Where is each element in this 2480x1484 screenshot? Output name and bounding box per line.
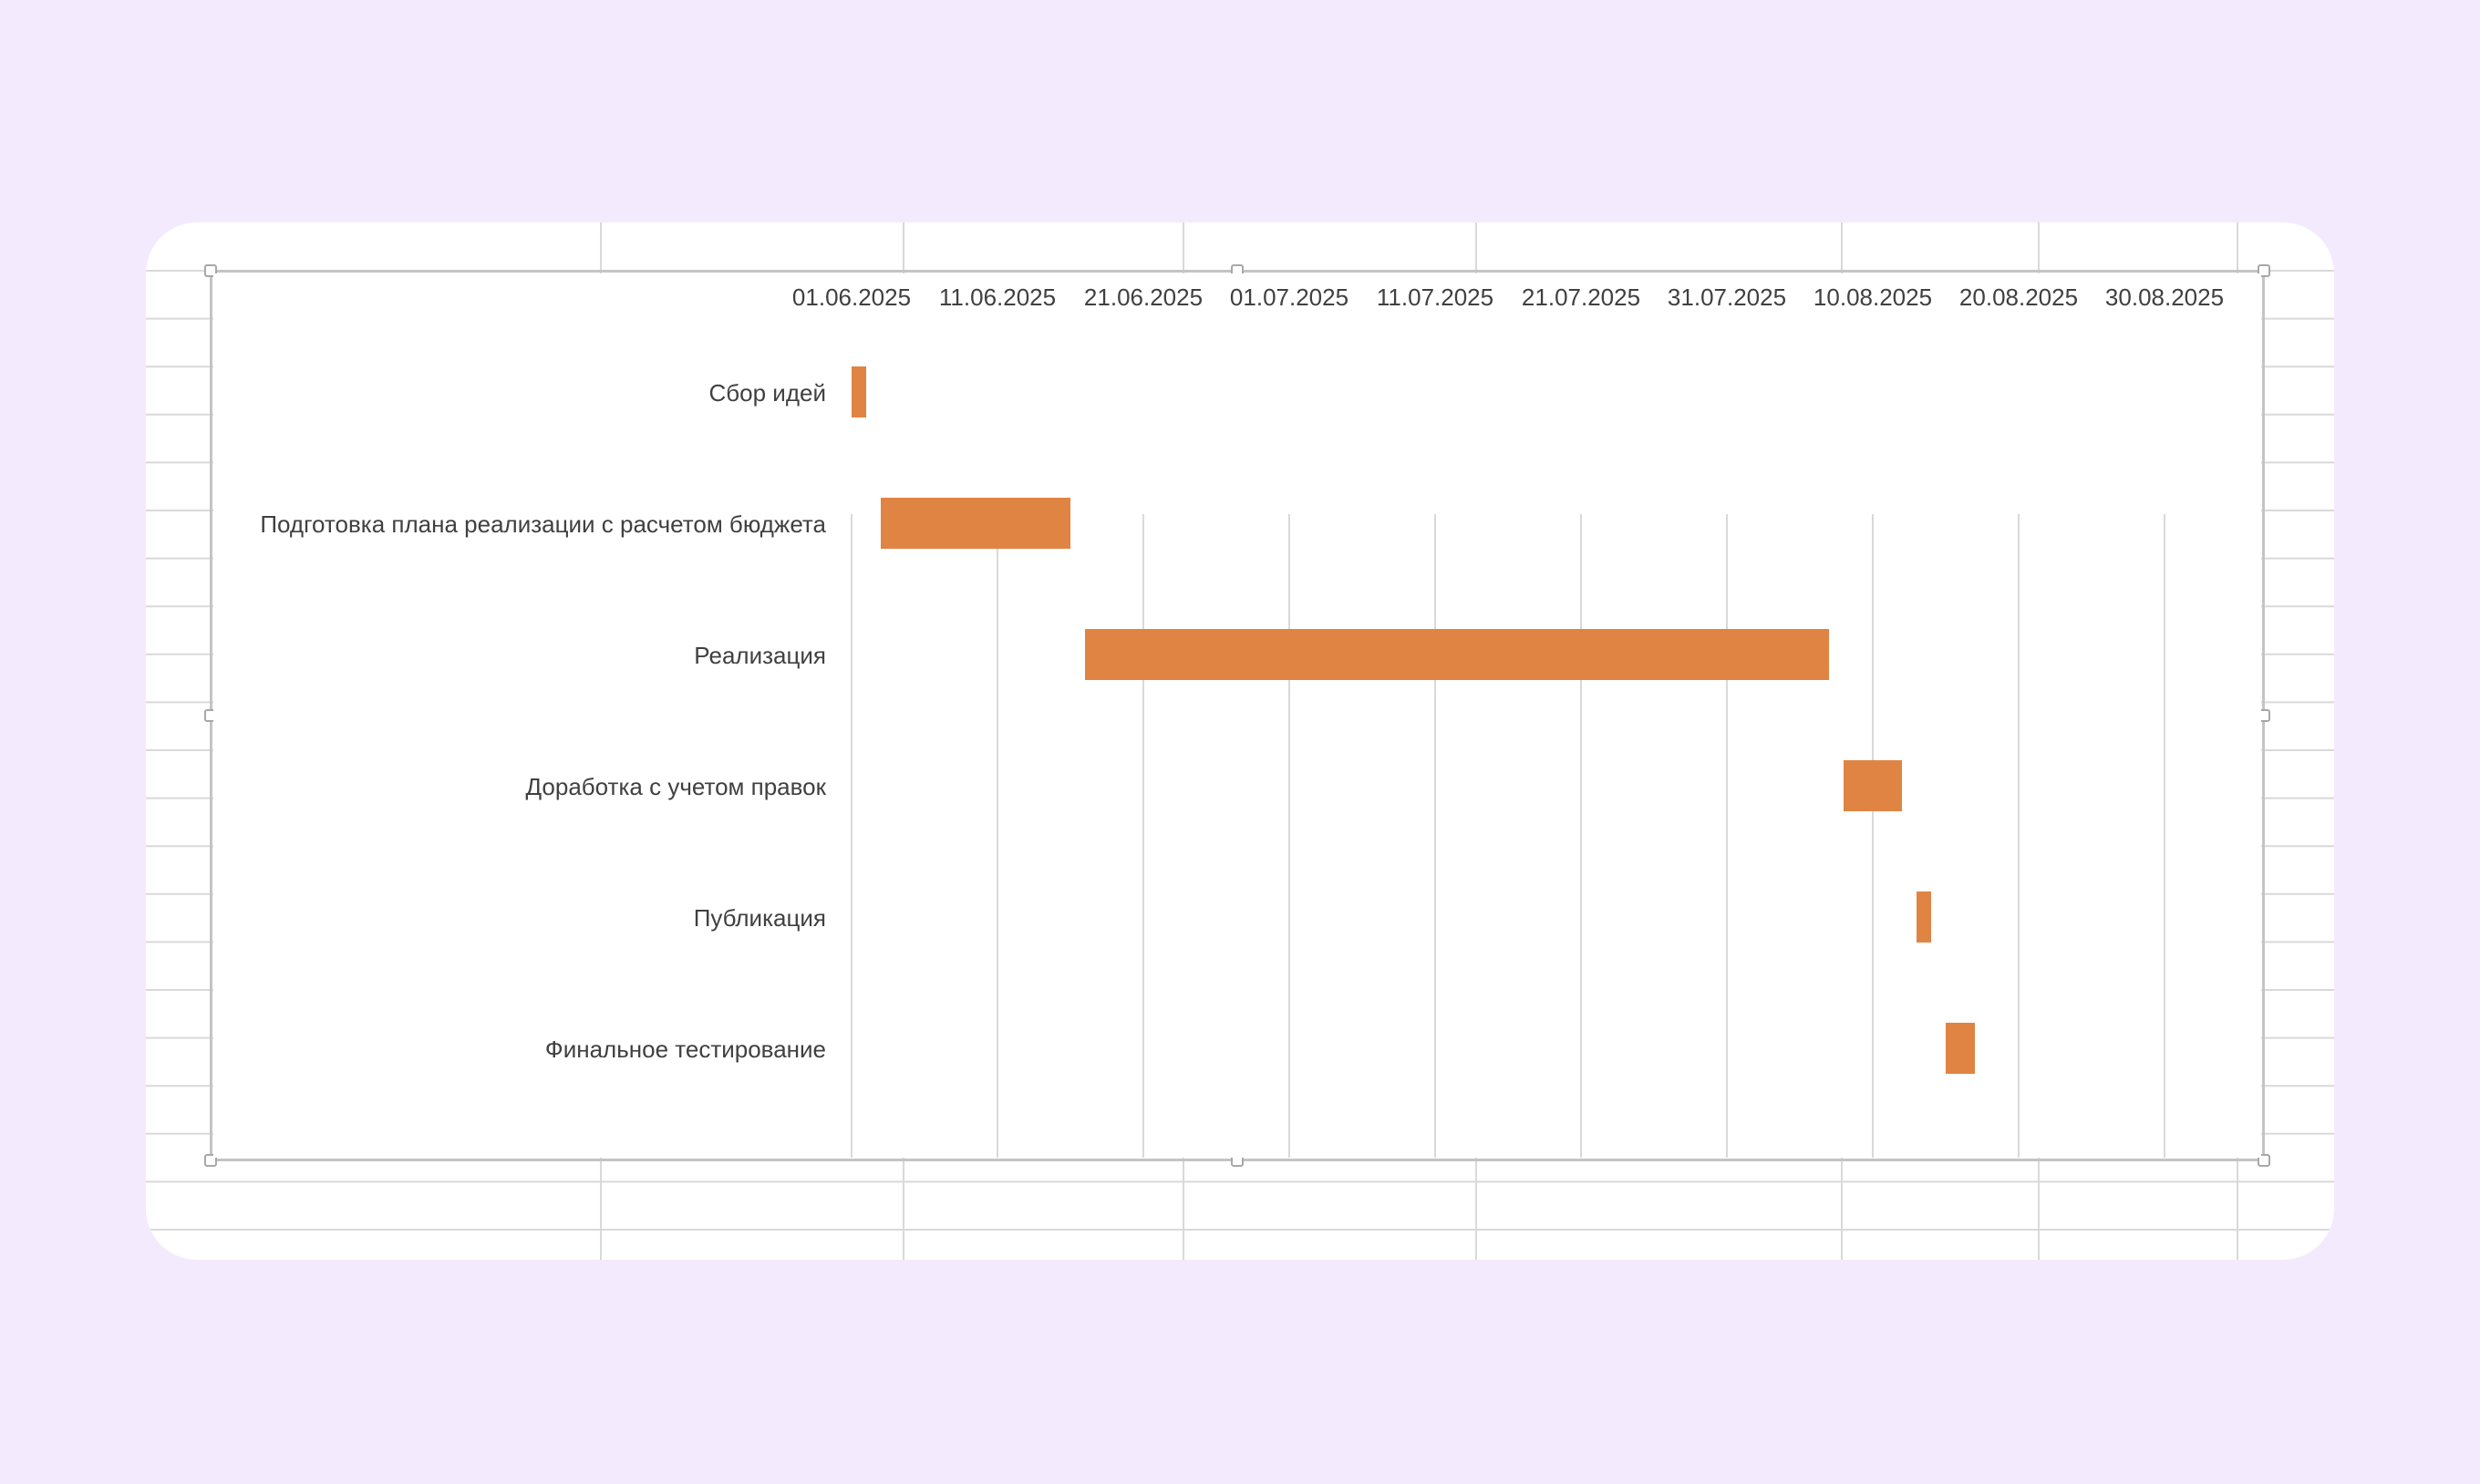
x-tick-label: 21.07.2025 (1522, 283, 1640, 311)
gantt-bar (1917, 891, 1931, 943)
x-tick-label: 30.08.2025 (2105, 283, 2224, 311)
x-tick-label: 21.06.2025 (1084, 283, 1203, 311)
gantt-bar (1085, 629, 1829, 680)
x-tick-label: 31.07.2025 (1668, 283, 1786, 311)
gantt-bar (1844, 760, 1902, 811)
gantt-bar (1946, 1023, 1975, 1074)
x-tick-label: 11.07.2025 (1377, 283, 1493, 311)
task-label: Реализация (694, 642, 826, 669)
chart-area[interactable]: 01.06.2025 11.06.2025 21.06.2025 01.07.2025… (213, 273, 2261, 1158)
gantt-bar (852, 366, 866, 417)
x-tick-label: 01.07.2025 (1230, 283, 1348, 311)
x-tick-label: 20.08.2025 (1959, 283, 2078, 311)
x-tick-label: 11.06.2025 (939, 283, 1056, 311)
task-label: Доработка с учетом правок (526, 773, 827, 800)
x-tick-label: 10.08.2025 (1814, 283, 1932, 311)
gantt-bar (881, 498, 1070, 549)
gantt-chart: 01.06.2025 11.06.2025 21.06.2025 01.07.2025… (260, 283, 2224, 1158)
task-label: Сбор идей (709, 379, 827, 407)
spreadsheet-background: 01.06.2025 11.06.2025 21.06.2025 01.07.2025… (146, 222, 2334, 1260)
task-label: Публикация (694, 904, 826, 932)
x-tick-label: 01.06.2025 (792, 283, 911, 311)
task-label: Финальное тестирование (545, 1036, 826, 1063)
task-label: Подготовка плана реализации с расчетом б… (260, 510, 826, 538)
